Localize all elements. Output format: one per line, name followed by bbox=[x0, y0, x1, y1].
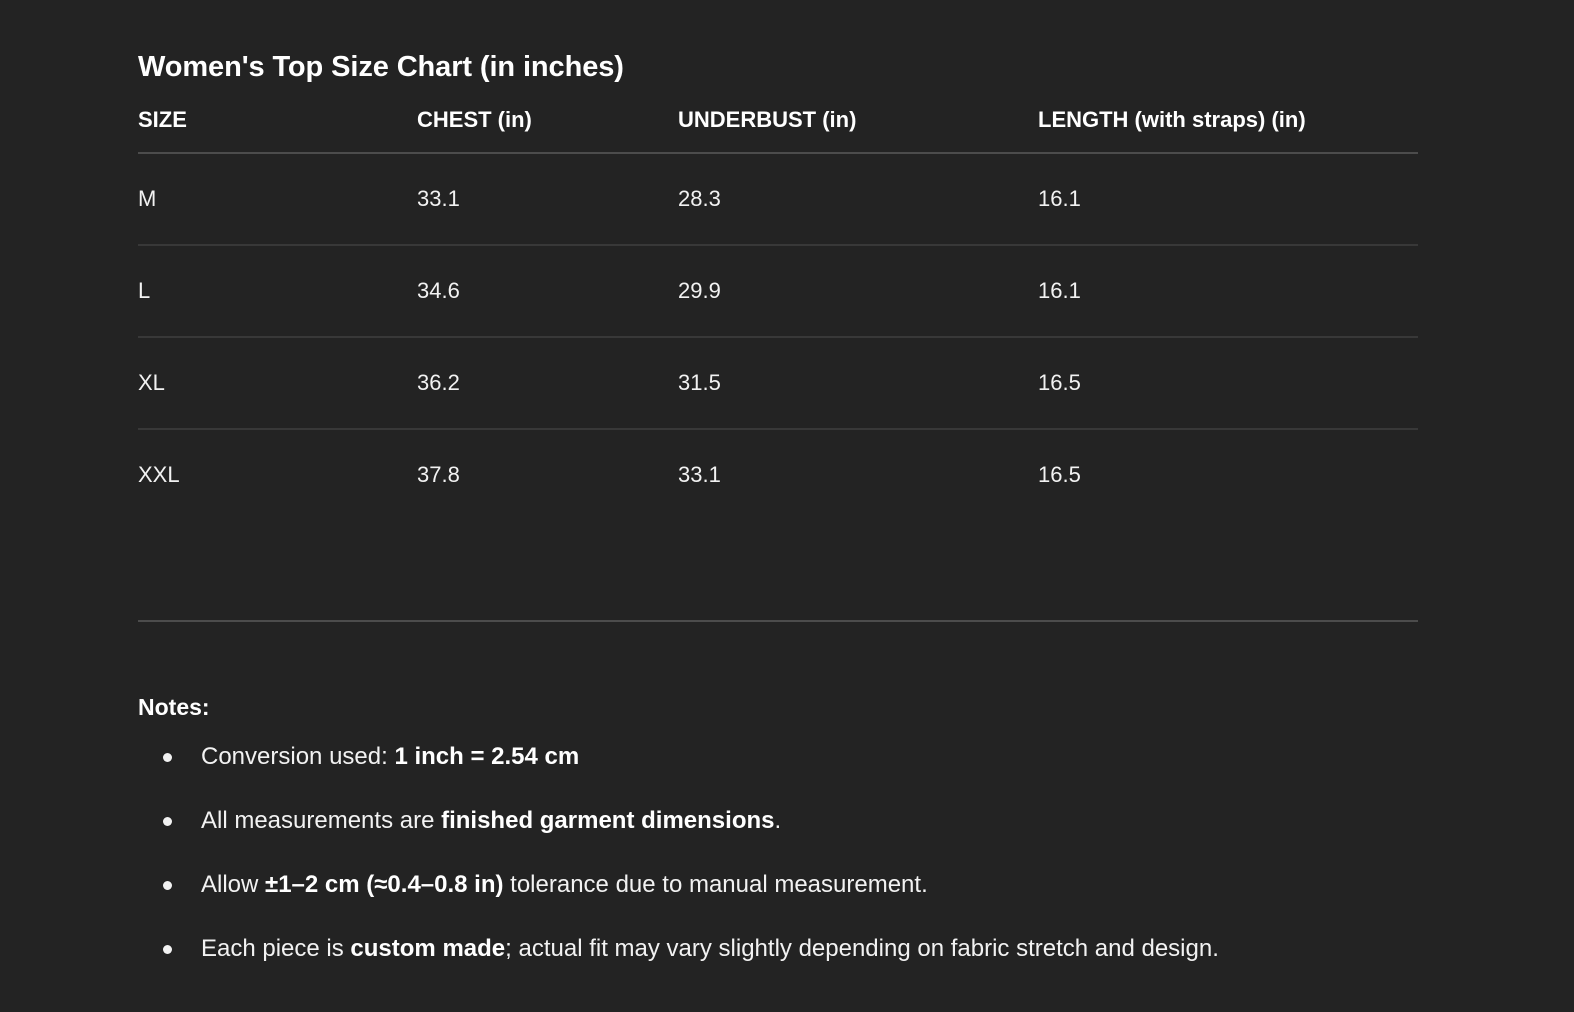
column-header-underbust: UNDERBUST (in) bbox=[678, 106, 1038, 154]
cell-length: 16.1 bbox=[1038, 244, 1418, 338]
cell-size: L bbox=[138, 244, 417, 338]
cell-chest: 34.6 bbox=[417, 244, 678, 338]
size-chart-table: SIZE CHEST (in) UNDERBUST (in) LENGTH (w… bbox=[138, 106, 1418, 520]
note-text-pre: Conversion used: bbox=[201, 743, 395, 771]
cell-underbust: 33.1 bbox=[678, 461, 721, 487]
notes-heading: Notes: bbox=[138, 693, 210, 720]
list-item: Allow ±1–2 cm (≈0.4–0.8 in) tolerance du… bbox=[138, 857, 1418, 913]
notes-list: Conversion used: 1 inch = 2.54 cm All me… bbox=[138, 729, 1418, 977]
bullet-icon bbox=[163, 881, 172, 891]
cell-chest: 37.8 bbox=[417, 461, 460, 487]
bullet-icon bbox=[163, 753, 172, 763]
list-item: Each piece is custom made; actual fit ma… bbox=[138, 921, 1418, 977]
cell-size: M bbox=[138, 152, 417, 246]
cell-length: 16.5 bbox=[1038, 461, 1081, 487]
cell-underbust: 28.3 bbox=[678, 152, 1038, 246]
note-text-post: . bbox=[774, 807, 782, 835]
bullet-icon bbox=[163, 817, 172, 827]
table-row: XXL 37.8 33.1 16.5 bbox=[138, 429, 1418, 520]
column-header-chest: CHEST (in) bbox=[417, 106, 678, 154]
table-row: L 34.6 29.9 16.1 bbox=[138, 244, 1418, 338]
table-header: SIZE CHEST (in) UNDERBUST (in) LENGTH (w… bbox=[138, 106, 1418, 154]
table-row: XL 36.2 31.5 16.5 bbox=[138, 336, 1418, 430]
column-header-length: LENGTH (with straps) (in) bbox=[1038, 106, 1418, 154]
list-item: All measurements are finished garment di… bbox=[138, 793, 1418, 849]
table-body: M 33.1 28.3 16.1 L 34.6 29.9 16.1 XL 36.… bbox=[138, 152, 1418, 520]
note-text-bold: custom made bbox=[350, 935, 506, 963]
note-text-bold: 1 inch = 2.54 cm bbox=[394, 743, 580, 771]
list-item: Conversion used: 1 inch = 2.54 cm bbox=[138, 729, 1418, 785]
column-header-size: SIZE bbox=[138, 106, 417, 154]
note-text-post: ; actual fit may vary slightly depending… bbox=[505, 935, 1219, 963]
note-text-pre: Allow bbox=[201, 871, 266, 899]
section-divider bbox=[138, 619, 1418, 622]
note-text-bold: finished garment dimensions bbox=[441, 807, 775, 835]
cell-length: 16.1 bbox=[1038, 152, 1418, 246]
content-container: Women's Top Size Chart (in inches) SIZE … bbox=[138, 0, 1418, 977]
cell-length: 16.5 bbox=[1038, 336, 1418, 430]
note-text-pre: Each piece is bbox=[201, 935, 351, 963]
cell-chest: 33.1 bbox=[417, 152, 678, 246]
cell-underbust: 29.9 bbox=[678, 244, 1038, 338]
page-title: Women's Top Size Chart (in inches) bbox=[138, 51, 624, 83]
cell-size: XXL bbox=[138, 461, 180, 487]
bullet-icon bbox=[163, 945, 172, 955]
cell-size: XL bbox=[138, 336, 417, 430]
table-bottom-spacer bbox=[138, 520, 1418, 620]
table-row: M 33.1 28.3 16.1 bbox=[138, 152, 1418, 246]
cell-underbust: 31.5 bbox=[678, 336, 1038, 430]
cell-chest: 36.2 bbox=[417, 336, 678, 430]
note-text-pre: All measurements are bbox=[201, 807, 442, 835]
note-text-post: tolerance due to manual measurement. bbox=[503, 871, 928, 899]
note-text-bold: ±1–2 cm (≈0.4–0.8 in) bbox=[265, 871, 504, 899]
table-header-row: SIZE CHEST (in) UNDERBUST (in) LENGTH (w… bbox=[138, 106, 1418, 154]
